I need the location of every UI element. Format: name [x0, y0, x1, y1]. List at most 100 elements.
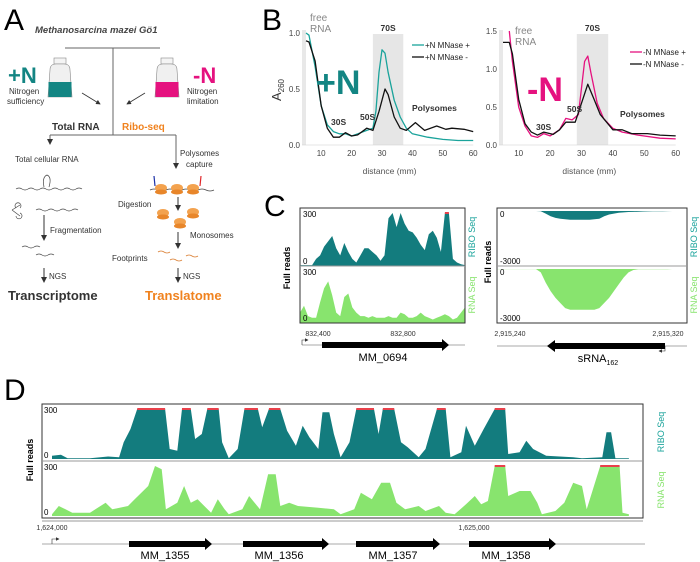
plus-n-line1: Nitrogen [9, 87, 39, 96]
x-tick-label: 20 [347, 149, 356, 158]
y-tick-label: 0 [303, 314, 308, 323]
x-tick-label: 60 [671, 149, 680, 158]
gene-label-mm1357: MM_1357 [369, 550, 418, 562]
coverage-chart-srna162: 0 -3000 0 -3000 2,915,240 2,915,320 [494, 207, 688, 338]
legend-label: -N MNase - [643, 60, 684, 69]
ribo-seq-label: Ribo-seq [122, 122, 165, 133]
minus-n-label: -N [193, 63, 216, 88]
gene-arrow-srna162 [547, 340, 665, 352]
ribo-seq-label: RIBO Seq [467, 217, 477, 258]
y-tick-label: 300 [303, 210, 317, 219]
left-ngs-label: NGS [49, 272, 66, 281]
right-step-digestion: Digestion [118, 200, 151, 209]
panel-letter-d: D [4, 374, 26, 407]
footprints-icon [157, 250, 199, 262]
y-tick-label: 0 [303, 257, 308, 266]
y-tick-label: 0.0 [289, 141, 301, 150]
rna-seq-coverage [300, 281, 465, 323]
right-step-footprints: Footprints [112, 254, 148, 263]
coverage-chart-operon: 300 0 300 0 1,624,000 1,625,000 [36, 403, 644, 532]
rna-seq-coverage [52, 466, 629, 516]
ribo-seq-label: RIBO Seq [689, 217, 699, 258]
full-reads-ylabel: Full reads [282, 247, 292, 290]
a260-subscript: 260 [277, 78, 286, 92]
gene-arrow-mm0694 [322, 339, 449, 351]
x-tick-label: 60 [469, 149, 478, 158]
y-tick-label: 1.0 [289, 29, 301, 38]
gene-arrow-mm1355 [129, 538, 212, 550]
free-rna-shading [302, 30, 306, 145]
polysome-icon [149, 175, 215, 195]
x-tick-label: 50 [640, 149, 649, 158]
y-tick-label: 1.5 [486, 27, 498, 36]
monosomes-icon [157, 208, 199, 229]
x-tick-label: 40 [608, 149, 617, 158]
right-step-monosomes: Monosomes [190, 231, 234, 240]
coverage-chart-mm0694: 300 0 300 0 832,400 832,800 [299, 207, 466, 338]
left-step-total-cellular-rna: Total cellular RNA [15, 155, 79, 164]
rna-seq-label: RNA Seq [467, 276, 477, 313]
right-step-capture: capture [186, 160, 213, 169]
promoter-arrow-icon [51, 537, 60, 544]
minus-n-line1: Nitrogen [187, 87, 217, 96]
organism-title: Methanosarcina mazei Gö1 [35, 25, 157, 36]
ribo-seq-coverage [300, 213, 465, 266]
x-tick-label: 1,624,000 [36, 525, 67, 532]
free-rna-annotation: RNA [515, 37, 536, 48]
x-tick-label: 832,400 [305, 331, 330, 338]
legend-label: +N MNase + [425, 41, 470, 50]
condition-label: -N [527, 71, 563, 109]
profile-chart-minus-n: 10 20 30 40 50 60 0.0 0.5 1.0 1.5 distance (mm) -N … [486, 23, 686, 176]
clipped-peak-marker [244, 408, 258, 410]
polysomes-label: Polysomes [412, 103, 457, 113]
clipped-peak-marker [436, 408, 446, 410]
y-tick-label: 0 [500, 210, 505, 219]
y-tick-label: -3000 [500, 257, 521, 266]
clipped-peak-marker [181, 408, 191, 410]
panel-letter-a: A [4, 4, 24, 37]
right-ngs-label: NGS [183, 272, 200, 281]
gene-arrow-mm1358 [469, 538, 556, 550]
clipped-peak-marker [600, 465, 620, 467]
gene-label-mm0694: MM_0694 [359, 352, 408, 364]
minus-n-line2: limitation [187, 97, 219, 106]
peak-label-70s: 70S [585, 23, 600, 33]
full-reads-ylabel: Full reads [483, 241, 493, 284]
y-tick-label: 0.5 [486, 103, 498, 112]
a260-ylabel: A260 [269, 78, 286, 101]
y-tick-label: 0 [44, 451, 49, 460]
arrow-icon [81, 92, 101, 105]
right-step-polysomes: Polysomes [180, 149, 219, 158]
legend-label: -N MNase + [643, 48, 686, 57]
free-rna-shading [499, 30, 503, 145]
x-tick-label: 2,915,240 [494, 331, 525, 338]
y-tick-label: 0.5 [289, 85, 301, 94]
clipped-peak-marker [494, 408, 506, 410]
panel-a: A Methanosarcina mazei Gö1 +N Nitrogen s… [4, 4, 234, 303]
rna-seq-label: RNA Seq [656, 471, 666, 508]
y-tick-label: 1.0 [486, 65, 498, 74]
ribo-seq-label: RIBO Seq [656, 412, 666, 453]
x-tick-label: 2,915,320 [652, 331, 683, 338]
clipped-peak-marker [494, 465, 506, 467]
free-rna-annotation: free [515, 26, 533, 37]
series-line-mnase-minus [503, 41, 676, 137]
x-tick-label: 1,625,000 [458, 525, 489, 532]
a260-main: A [269, 92, 284, 101]
peak-label-30s: 30S [331, 117, 346, 127]
peak-70s-shading [576, 34, 609, 145]
panel-letter-b: B [262, 4, 282, 37]
clipped-peak-marker [137, 408, 166, 410]
x-tick-label: 50 [438, 149, 447, 158]
rna-seq-coverage [497, 269, 687, 310]
profile-chart-plus-n: 10 20 30 40 50 60 0.0 0.5 1.0 distance (mm) +N MNa… [289, 13, 478, 176]
transcriptome-label: Transcriptome [8, 288, 98, 303]
x-tick-label: 832,800 [390, 331, 415, 338]
arrow-icon [126, 92, 146, 105]
free-rna-annotation: free [310, 13, 328, 24]
panel-c: C Full reads Full reads RIBO Seq RNA Seq… [264, 190, 699, 367]
left-step-fragmentation: Fragmentation [50, 226, 102, 235]
gene-label-mm1356: MM_1356 [255, 550, 304, 562]
clipped-peak-marker [382, 408, 395, 410]
promoter-arrow-icon [301, 338, 309, 345]
